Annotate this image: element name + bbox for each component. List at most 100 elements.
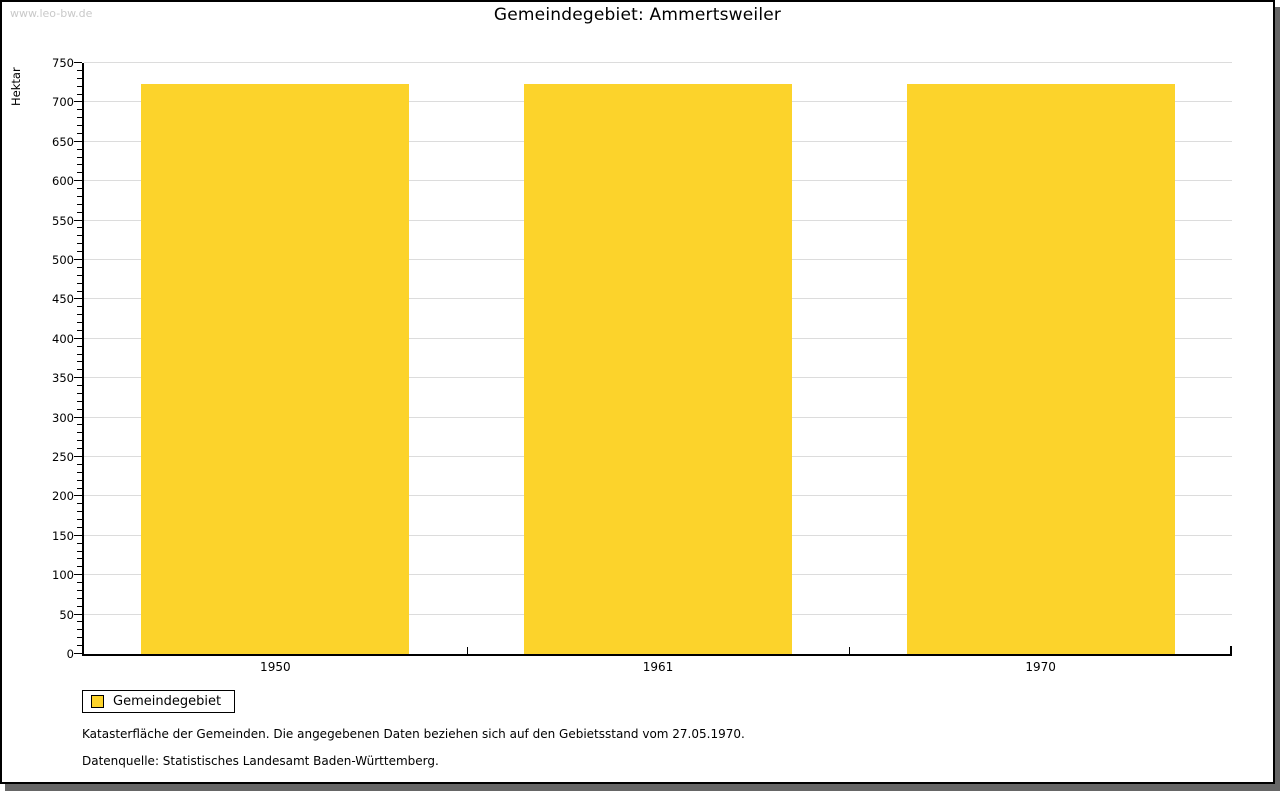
legend-box: Gemeindegebiet (82, 690, 236, 713)
y-axis-minor-tick (77, 432, 82, 434)
y-axis-minor-tick (77, 172, 82, 174)
footnote-source-note: Katasterfläche der Gemeinden. Die angege… (82, 727, 745, 741)
x-axis-tick-label: 1970 (1025, 660, 1056, 674)
y-axis-minor-tick (77, 471, 82, 473)
y-axis-major-tick (74, 377, 82, 379)
y-axis-minor-tick (77, 519, 82, 521)
y-axis-major-tick (74, 101, 82, 103)
y-axis-tick-label: 450 (52, 292, 74, 307)
chart-title: Gemeindegebiet: Ammertsweiler (493, 5, 782, 25)
y-axis-major-tick (74, 456, 82, 457)
y-axis-tick-label: 600 (52, 174, 74, 189)
y-axis-major-tick (74, 534, 82, 536)
y-axis-minor-tick (77, 369, 82, 371)
y-axis-tick-label: 200 (52, 489, 74, 504)
y-axis-minor-tick (77, 69, 82, 71)
y-axis-major-tick (74, 180, 82, 182)
y-axis-major-tick (74, 574, 82, 576)
legend-swatch (91, 695, 104, 708)
y-axis-minor-tick (77, 542, 82, 544)
y-axis-minor-tick (77, 85, 82, 87)
y-axis-tick-label: 350 (52, 371, 74, 386)
y-axis-minor-tick (77, 440, 82, 442)
y-axis-minor-tick (77, 117, 82, 119)
y-axis-minor-tick (77, 400, 82, 402)
y-axis-major-tick (74, 298, 82, 300)
y-axis-major-tick (74, 259, 82, 260)
y-axis-minor-tick (77, 353, 82, 355)
y-axis-minor-tick (77, 164, 82, 166)
y-axis-minor-tick (77, 637, 82, 639)
y-axis-minor-tick (77, 582, 82, 584)
y-axis-tick-label: 100 (52, 568, 74, 583)
y-axis-minor-tick (77, 463, 82, 465)
y-axis-minor-tick (77, 322, 82, 324)
y-axis-minor-tick (77, 132, 82, 134)
y-axis-minor-tick (77, 645, 82, 647)
y-axis-major-tick (74, 495, 82, 497)
y-axis-major-tick (74, 653, 82, 654)
y-axis-minor-tick (77, 251, 82, 253)
watermark-text: www.leo-bw.de (10, 7, 93, 20)
y-axis-minor-tick (77, 345, 82, 347)
y-axis-minor-tick (77, 235, 82, 237)
legend-label: Gemeindegebiet (113, 694, 222, 709)
y-axis-major-tick (74, 219, 82, 221)
y-axis-major-tick (74, 62, 82, 63)
y-axis-minor-tick (77, 566, 82, 568)
y-axis-minor-tick (77, 361, 82, 363)
y-axis-tick-label: 550 (52, 213, 74, 228)
y-axis-minor-tick (77, 487, 82, 489)
y-axis-major-tick (74, 337, 82, 339)
x-axis-category-tick (849, 647, 851, 654)
y-axis-minor-tick (77, 282, 82, 284)
x-axis-tick-label: 1961 (642, 660, 674, 674)
y-axis-minor-tick (77, 448, 82, 450)
y-axis-minor-tick (77, 77, 82, 79)
y-axis-tick-label: 500 (52, 253, 74, 267)
y-axis-minor-tick (77, 125, 82, 127)
y-axis-minor-tick (77, 188, 82, 190)
y-axis-minor-tick (77, 211, 82, 213)
y-axis-minor-tick (77, 479, 82, 481)
plot-area: 0 50 100 150 200 250 300 350 400 450 500 550 600 650 7… (52, 57, 1232, 674)
x-axis-tick-label: 1950 (260, 660, 291, 674)
y-axis-minor-tick (77, 274, 82, 276)
y-axis-minor-tick (77, 203, 82, 205)
y-axis-tick-label: 750 (52, 56, 74, 70)
y-axis-minor-tick (77, 558, 82, 560)
y-axis-minor-tick (77, 621, 82, 623)
y-axis-minor-tick (77, 503, 82, 505)
y-axis-minor-tick (77, 148, 82, 150)
footnote-data-source: Datenquelle: Statistisches Landesamt Bad… (82, 754, 439, 768)
y-axis-minor-tick (77, 392, 82, 394)
y-axis-minor-tick (77, 385, 82, 387)
y-axis-minor-tick (77, 589, 82, 591)
y-axis-minor-tick (77, 511, 82, 513)
y-axis-minor-tick (77, 314, 82, 316)
y-axis-minor-tick (77, 243, 82, 245)
y-axis-minor-tick (77, 93, 82, 95)
y-axis-minor-tick (77, 266, 82, 268)
y-axis-minor-tick (77, 306, 82, 308)
x-axis-end-tick (1230, 646, 1232, 654)
bar-1950 (141, 83, 410, 654)
y-axis-minor-tick (77, 597, 82, 599)
gridline (84, 62, 1232, 63)
y-axis-tick-label: 700 (52, 95, 74, 110)
y-axis-minor-tick (77, 109, 82, 111)
bar-1970 (906, 83, 1175, 654)
y-axis-tick-label: 50 (59, 607, 74, 622)
y-axis-minor-tick (77, 408, 82, 410)
y-axis-tick-label: 150 (52, 528, 74, 543)
y-axis-minor-tick (77, 156, 82, 158)
y-axis-minor-tick (77, 424, 82, 426)
y-axis-minor-tick (77, 227, 82, 229)
y-axis-minor-tick (77, 329, 82, 331)
y-axis-tick-label: 650 (52, 134, 74, 149)
y-axis-minor-tick (77, 605, 82, 607)
y-axis-major-tick (74, 613, 82, 615)
y-axis-tick-label: 300 (52, 410, 74, 425)
y-axis-major-tick (74, 140, 82, 142)
